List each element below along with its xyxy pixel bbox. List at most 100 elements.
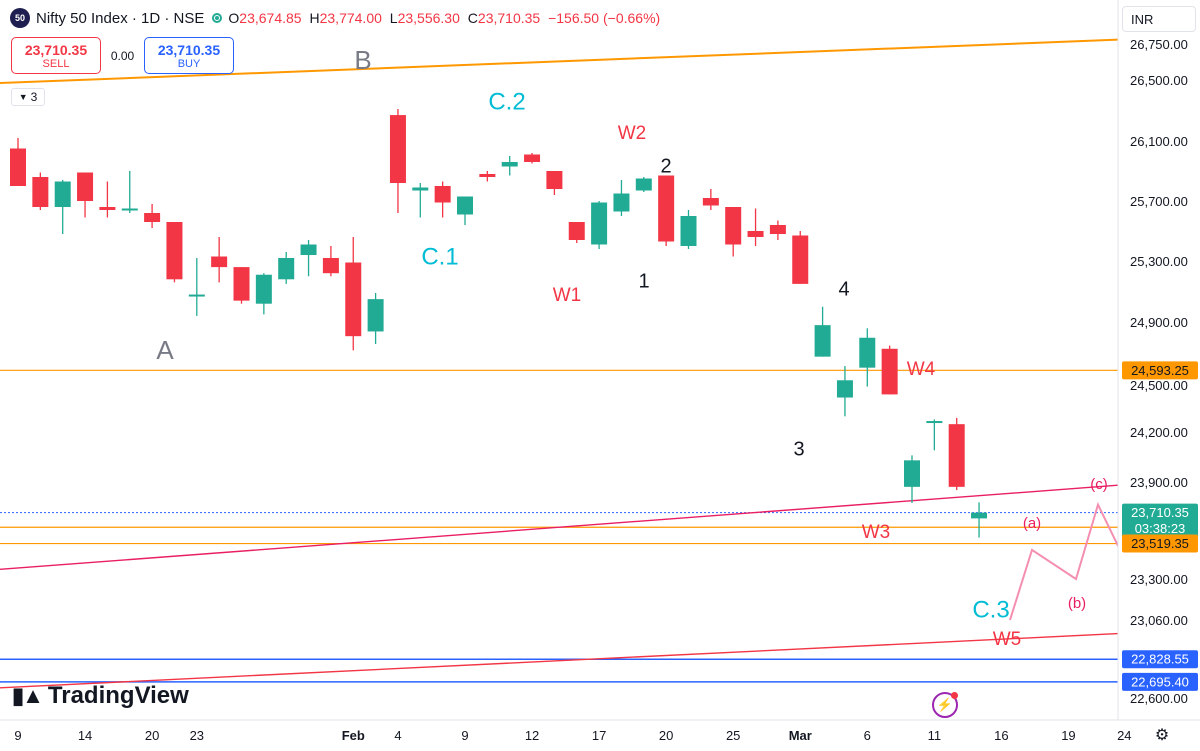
candle-body xyxy=(524,154,541,162)
wave-label[interactable]: W5 xyxy=(993,629,1022,650)
trendline-orange[interactable] xyxy=(0,38,1119,85)
x-tick-label: 25 xyxy=(726,728,740,743)
flash-icon[interactable]: ⚡ xyxy=(932,692,958,718)
candle-body xyxy=(99,207,116,210)
candle-body xyxy=(859,337,876,368)
projection-polyline[interactable] xyxy=(1009,501,1121,621)
candle xyxy=(166,222,183,283)
trendline-red[interactable] xyxy=(0,632,1119,689)
candle xyxy=(792,231,809,284)
candle xyxy=(32,172,49,210)
candles xyxy=(10,108,988,538)
candle-body xyxy=(457,196,473,215)
wave-label[interactable]: W3 xyxy=(862,522,891,543)
buy-button[interactable]: 23,710.35 BUY xyxy=(144,37,234,74)
y-tick-label: 26,750.00 xyxy=(1130,37,1188,52)
symbol-badge[interactable]: 50 xyxy=(10,8,30,28)
trendline-pink[interactable] xyxy=(0,484,1119,570)
candle-body xyxy=(54,181,71,207)
candle-body xyxy=(613,193,630,212)
x-tick-label: 20 xyxy=(145,728,159,743)
wave-label[interactable]: (c) xyxy=(1090,476,1108,493)
y-tick-label: 25,300.00 xyxy=(1130,254,1188,269)
candle-body xyxy=(345,262,362,337)
price-tag[interactable]: 22,828.55 xyxy=(1122,650,1198,669)
candle xyxy=(591,201,608,249)
spread-value: 0.00 xyxy=(110,48,135,63)
candle xyxy=(836,366,853,417)
market-status-icon[interactable] xyxy=(212,13,223,23)
candle xyxy=(702,189,719,210)
wave-label[interactable]: C.1 xyxy=(421,243,458,270)
candle xyxy=(434,181,451,218)
price-tag[interactable]: 22,695.40 xyxy=(1122,672,1198,691)
wave-label[interactable]: C.2 xyxy=(488,88,525,115)
candle xyxy=(10,137,26,186)
candle xyxy=(814,306,831,357)
price-tag[interactable]: 23,519.35 xyxy=(1122,534,1198,553)
wave-label[interactable]: (b) xyxy=(1068,595,1086,612)
sell-button[interactable]: 23,710.35 SELL xyxy=(11,37,101,74)
wave-label[interactable]: A xyxy=(156,335,174,365)
candle xyxy=(211,237,228,283)
candle xyxy=(859,328,876,387)
candle-body xyxy=(568,222,585,240)
x-tick-label: Feb xyxy=(342,728,365,743)
currency-selector[interactable]: INR xyxy=(1122,6,1196,32)
wave-label[interactable]: W4 xyxy=(907,359,936,380)
candle xyxy=(322,246,339,277)
symbol-title[interactable]: Nifty 50 Index · 1D · NSE xyxy=(36,9,205,27)
candle-body xyxy=(322,258,339,274)
candle-body xyxy=(233,267,250,301)
ohlc-values: O23,674.85 H23,774.00 L23,556.30 C23,710… xyxy=(228,10,664,26)
tradingview-wordmark: TradingView xyxy=(47,682,189,709)
low-value: 23,556.30 xyxy=(397,10,460,26)
high-label: H xyxy=(309,10,320,26)
candle-body xyxy=(32,177,49,207)
high-value: 23,774.00 xyxy=(319,10,382,26)
indicator-count: 3 xyxy=(30,90,38,104)
wave-label[interactable]: 1 xyxy=(638,270,649,292)
indicators-toggle[interactable]: ▼ 3 xyxy=(11,88,45,106)
wave-label[interactable]: B xyxy=(354,45,371,75)
wave-label[interactable]: 4 xyxy=(838,278,849,300)
candle xyxy=(613,180,630,216)
candle-body xyxy=(702,198,719,206)
x-tick-label: 24 xyxy=(1117,728,1131,743)
price-tag[interactable]: 24,593.25 xyxy=(1122,361,1198,380)
price-tag-label: 24,593.25 xyxy=(1131,363,1189,378)
change-value: −156.50 (−0.66%) xyxy=(548,10,661,26)
wave-label[interactable]: 3 xyxy=(793,438,804,460)
wave-label[interactable]: (a) xyxy=(1023,515,1041,532)
price-tag-bg xyxy=(1122,361,1198,380)
candle xyxy=(412,183,429,218)
y-tick-label: 23,900.00 xyxy=(1130,475,1188,490)
candle xyxy=(121,171,138,213)
candle xyxy=(948,417,965,491)
y-tick-label: 23,300.00 xyxy=(1130,572,1188,587)
candle xyxy=(54,180,71,234)
price-tag-label: 22,695.40 xyxy=(1131,674,1189,689)
wave-label[interactable]: 2 xyxy=(660,155,671,177)
wave-label[interactable]: C.3 xyxy=(972,596,1009,623)
candle xyxy=(635,177,652,192)
y-tick-label: 25,700.00 xyxy=(1130,194,1188,209)
close-label: C xyxy=(467,10,478,26)
tradingview-logo[interactable]: ▮▲ TradingView xyxy=(12,682,189,710)
candle-body xyxy=(904,460,920,487)
y-tick-label: 23,060.00 xyxy=(1130,613,1188,628)
candle xyxy=(725,207,742,257)
candle-body xyxy=(680,216,697,246)
candle-body xyxy=(926,421,943,424)
candle-body xyxy=(412,187,429,191)
wave-label[interactable]: W2 xyxy=(618,123,647,144)
gear-icon[interactable]: ⚙ xyxy=(1154,727,1170,744)
candle xyxy=(99,181,116,218)
x-tick-label: 9 xyxy=(14,728,21,743)
price-tag-bg xyxy=(1122,650,1198,669)
candle-body xyxy=(814,325,831,357)
wave-label[interactable]: W1 xyxy=(553,285,582,306)
candle-body xyxy=(658,175,675,242)
